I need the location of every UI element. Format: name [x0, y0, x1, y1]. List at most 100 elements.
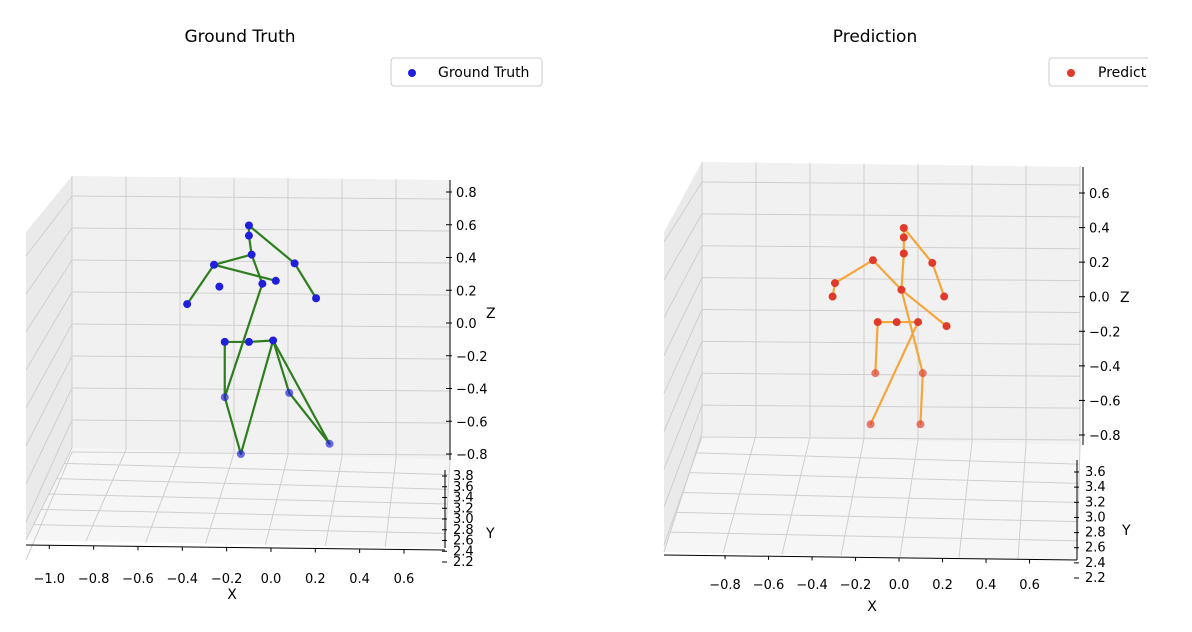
pred-joint — [866, 420, 875, 429]
gt-joint — [244, 337, 253, 346]
pred-grid-line — [689, 472, 1080, 484]
pred-side-pane — [664, 162, 702, 552]
pred-y-tick-label: 3.0 — [1085, 510, 1106, 525]
pred-z-tick-label: −0.4 — [1089, 360, 1121, 375]
pred-grid-line — [701, 404, 1081, 409]
gt-joint — [220, 337, 229, 346]
pred-joint — [897, 285, 906, 294]
pred-y-tick-label: 3.6 — [1085, 465, 1106, 480]
gt-joint — [258, 279, 267, 288]
pred-z-tick-label: −0.8 — [1089, 429, 1121, 444]
gt-back-pane — [72, 176, 450, 460]
pred-grid-line — [701, 309, 1081, 313]
gt-z-tick-label: 0.2 — [456, 284, 477, 299]
pred-skeleton-bones — [831, 226, 948, 426]
gt-bone — [223, 396, 242, 456]
pred-grid-line — [663, 245, 703, 318]
pred-grid-line — [695, 452, 1080, 465]
pred-joint — [830, 279, 839, 288]
gt-x-axis-line — [25, 544, 446, 551]
gt-grid-line — [71, 291, 451, 296]
gt-grid-line — [25, 259, 73, 333]
gt-z-tick-label: −0.2 — [456, 350, 488, 365]
pred-joint — [899, 249, 908, 258]
gt-grid-line — [25, 419, 73, 523]
gt-grid-line — [64, 462, 450, 476]
pred-grid-line — [663, 404, 703, 508]
pred-y-tick-label: 3.4 — [1085, 480, 1106, 495]
pred-grid-line — [663, 309, 703, 394]
gt-grid-line — [25, 387, 73, 485]
pred-x-tick-label: −0.8 — [709, 578, 741, 593]
pred-grid-line — [682, 492, 1079, 503]
gt-bone — [212, 253, 253, 266]
pred-x-tick-label: 0.2 — [932, 578, 953, 593]
gt-y-tick-label: 3.6 — [453, 480, 474, 495]
gt-grid-line — [56, 478, 449, 490]
gt-y-tick-label: 3.2 — [453, 501, 474, 516]
pred-grid-line — [701, 340, 1081, 345]
gt-joint — [244, 231, 253, 240]
pred-joint — [918, 369, 927, 378]
pred-joint — [871, 369, 880, 378]
gt-tick-labels: −1.0 −0.8 −0.6 −0.4 −0.2 0.0 0.2 0.4 0.6 0.8 0.6 0.… — [34, 186, 488, 587]
gt-z-tick-label: 0.0 — [456, 317, 477, 332]
pred-skeleton-joints — [828, 223, 951, 429]
pred-x-tick-label: −0.2 — [840, 578, 872, 593]
pred-back-pane — [702, 162, 1080, 445]
gt-x-tick-label: 0.0 — [261, 572, 282, 587]
gt-grid-line — [71, 323, 451, 328]
gt-z-tick-label: −0.8 — [456, 448, 488, 463]
pred-z-tick-label: 0.4 — [1089, 222, 1110, 237]
gt-grid-line — [71, 451, 451, 456]
pred-joint — [916, 420, 925, 429]
gt-bone — [272, 339, 291, 394]
gt-x-tick-label: −0.6 — [122, 572, 154, 587]
pred-x-tick-label: 0.6 — [1019, 578, 1040, 593]
pred-joint — [873, 318, 882, 327]
pred-joint — [942, 322, 951, 331]
pred-grid-line — [663, 373, 703, 470]
gt-x-tick-label: 0.2 — [305, 572, 326, 587]
gt-legend-marker — [408, 69, 416, 77]
pred-joint — [940, 292, 949, 301]
gt-joint — [285, 388, 294, 397]
gt-skeleton-joints — [183, 221, 334, 458]
gt-x-tick-label: −1.0 — [34, 572, 66, 587]
pred-z-tick-label: −0.6 — [1089, 394, 1121, 409]
pred-x-tick-label: −0.4 — [796, 578, 828, 593]
pred-joint — [892, 318, 901, 327]
pred-bone — [931, 261, 946, 298]
pred-z-tick-label: 0.2 — [1089, 256, 1110, 271]
pred-z-axis-label: Z — [1120, 290, 1130, 306]
gt-z-tick-label: −0.4 — [456, 383, 488, 398]
gt-y-axis-label: Y — [485, 526, 495, 542]
pred-joint — [868, 256, 877, 265]
gt-grid-line — [25, 323, 73, 409]
pred-chart: Prediction −0.8 −0.6 −0.4 −0.2 0.0 0.2 0.4 0.6 0… — [663, 27, 1192, 615]
gt-grid-line — [25, 355, 73, 447]
gt-bone — [293, 262, 318, 300]
pred-joint — [914, 318, 923, 327]
gt-y-tick-label: 3.4 — [453, 491, 474, 506]
gt-x-axis-label: X — [227, 587, 237, 603]
gt-bone — [186, 263, 216, 306]
gt-joint — [220, 393, 229, 402]
gt-grid-line — [25, 227, 73, 295]
pred-grid-line — [663, 436, 703, 546]
pred-bone — [902, 226, 934, 265]
gt-grid — [25, 176, 451, 561]
pred-legend-marker — [1067, 69, 1075, 77]
gt-grid-line — [71, 387, 451, 392]
pred-legend: Predict — [1048, 56, 1192, 88]
gt-x-tick-label: −0.4 — [167, 572, 199, 587]
pred-x-tick-label: 0.4 — [976, 578, 997, 593]
gt-legend-box — [390, 57, 543, 87]
gt-y-tick-label: 2.6 — [453, 534, 474, 549]
pred-bone — [900, 288, 924, 375]
gt-grid-line — [71, 227, 451, 232]
pred-grid-line — [663, 213, 703, 281]
gt-side-pane — [26, 176, 72, 540]
gt-z-tick-label: −0.6 — [456, 415, 488, 430]
